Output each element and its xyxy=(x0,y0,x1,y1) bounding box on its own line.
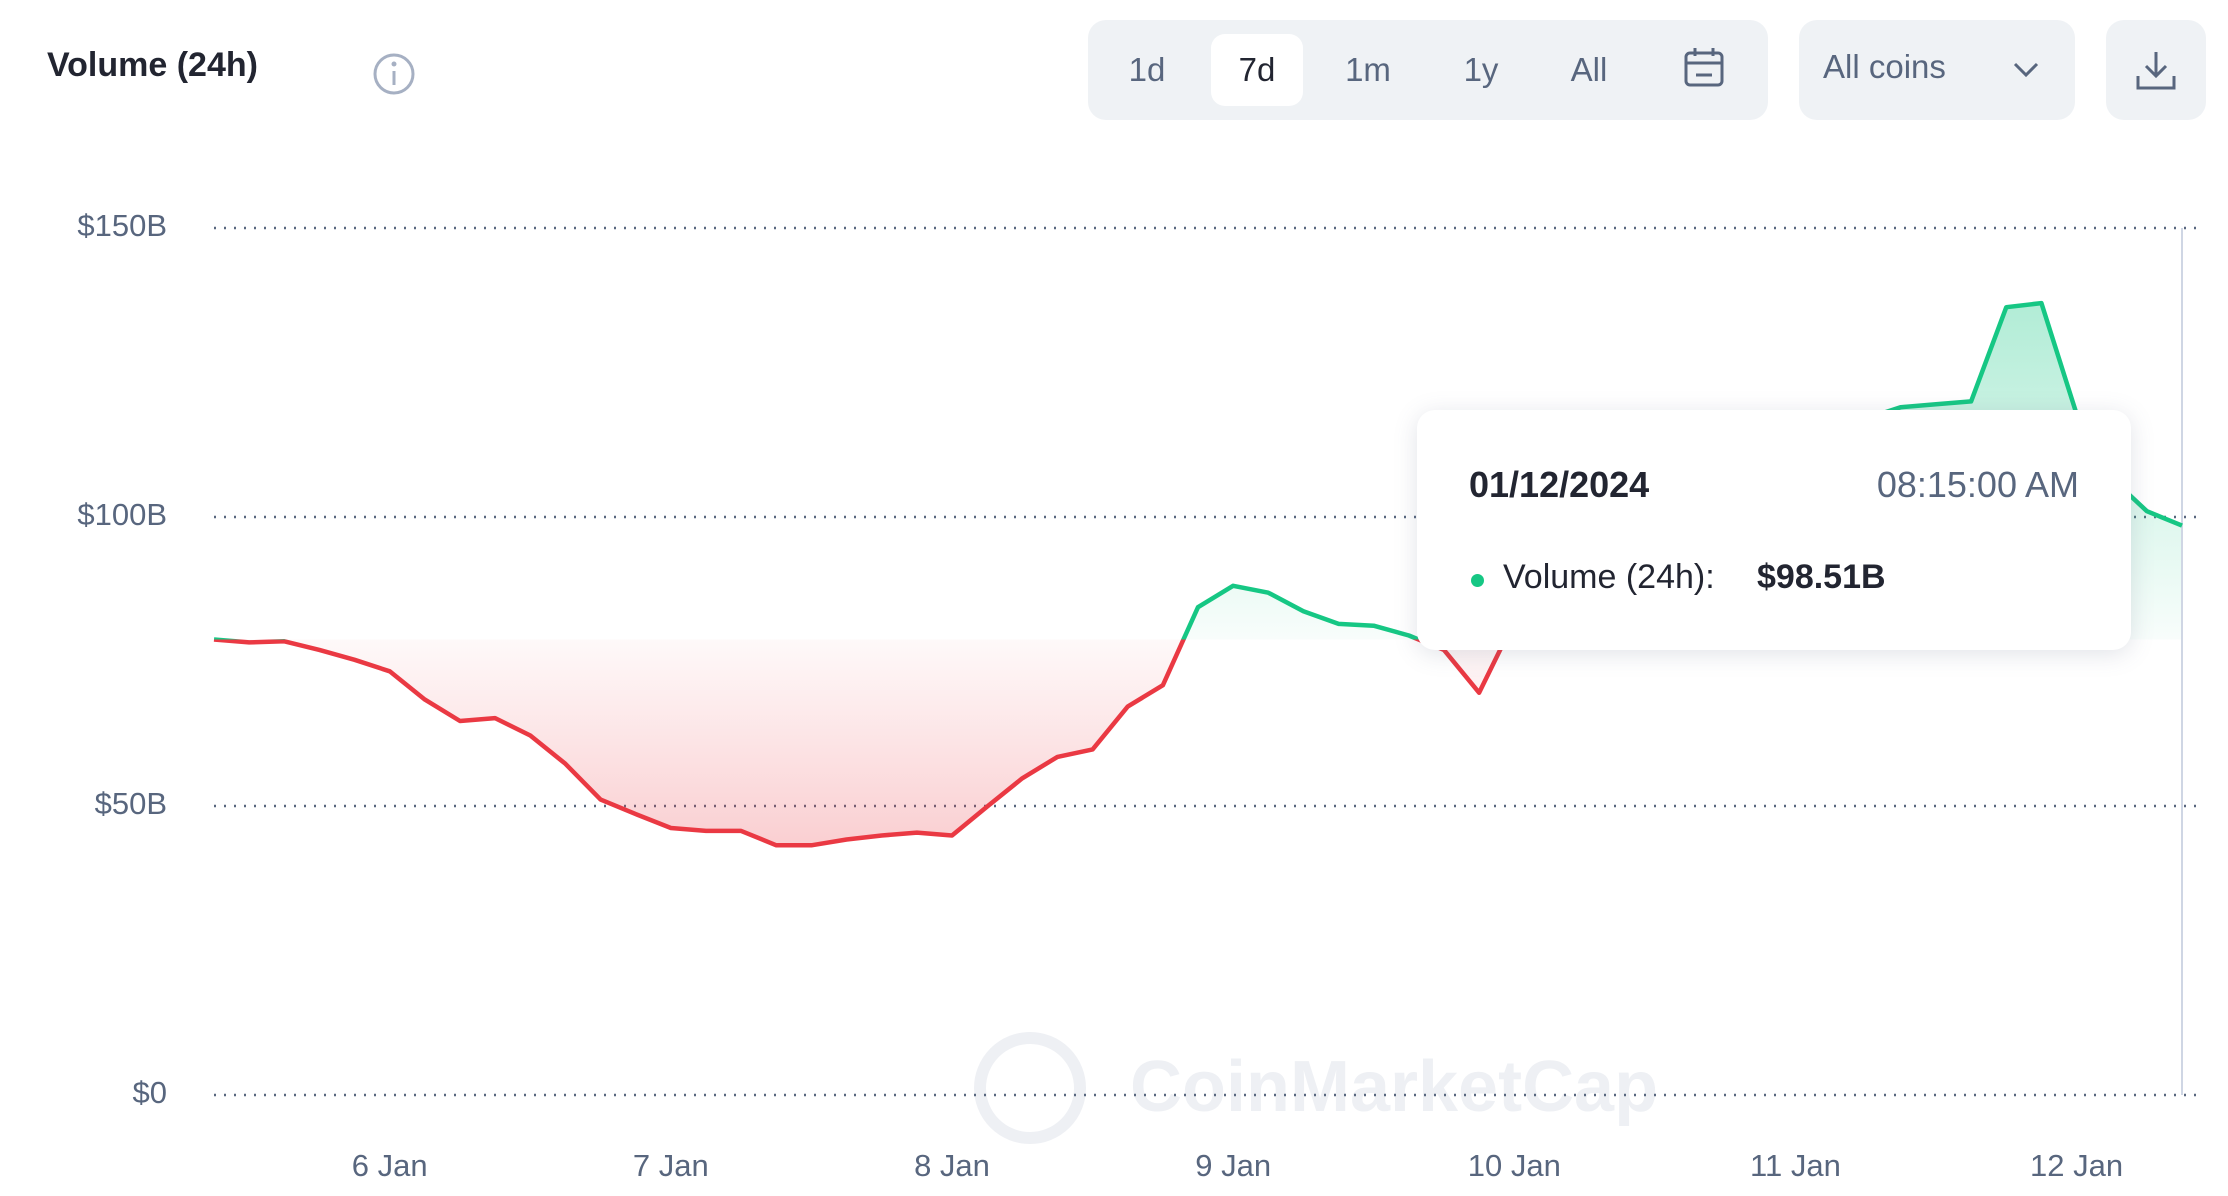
y-tick-label: $50B xyxy=(95,786,167,821)
title: Volume (24h) xyxy=(47,46,258,84)
x-tick-label: 8 Jan xyxy=(914,1148,990,1183)
x-tick-label: 6 Jan xyxy=(352,1148,428,1183)
coins-select[interactable]: All coins xyxy=(1799,20,2075,120)
tooltip-time: 08:15:00 AM xyxy=(1876,464,2079,505)
tooltip-value: $98.51B xyxy=(1757,558,1886,596)
tooltip: 01/12/2024 08:15:00 AM Volume (24h): $98… xyxy=(1417,410,2131,650)
x-tick-label: 11 Jan xyxy=(1750,1148,1841,1183)
calendar-icon[interactable] xyxy=(1682,46,1726,90)
watermark: CoinMarketCap xyxy=(1130,1047,1658,1127)
range-button[interactable]: 1y xyxy=(1463,51,1499,88)
range-group xyxy=(1088,20,1768,120)
download-icon xyxy=(2136,52,2176,90)
range-button[interactable]: 1d xyxy=(1128,51,1166,88)
x-tick-label: 9 Jan xyxy=(1195,1148,1271,1183)
range-button[interactable]: All xyxy=(1570,51,1608,88)
tooltip-dot xyxy=(1471,574,1484,587)
y-tick-label: $150B xyxy=(77,208,167,243)
y-tick-label: $100B xyxy=(77,497,167,532)
info-icon[interactable] xyxy=(372,52,416,96)
tooltip-date: 01/12/2024 xyxy=(1469,464,1650,505)
range-button[interactable]: 7d xyxy=(1211,34,1303,106)
watermark-logo xyxy=(974,1032,1086,1144)
x-tick-label: 12 Jan xyxy=(2030,1148,2123,1183)
x-tick-label: 7 Jan xyxy=(633,1148,709,1183)
area xyxy=(214,303,2182,846)
x-tick-label: 10 Jan xyxy=(1468,1148,1561,1183)
range-button[interactable]: 1m xyxy=(1345,51,1391,88)
download-button[interactable] xyxy=(2106,20,2206,120)
tooltip-label: Volume (24h): xyxy=(1503,558,1715,596)
chevron xyxy=(2013,62,2039,78)
y-tick-label: $0 xyxy=(133,1075,167,1110)
coins-label: All coins xyxy=(1823,48,1946,85)
